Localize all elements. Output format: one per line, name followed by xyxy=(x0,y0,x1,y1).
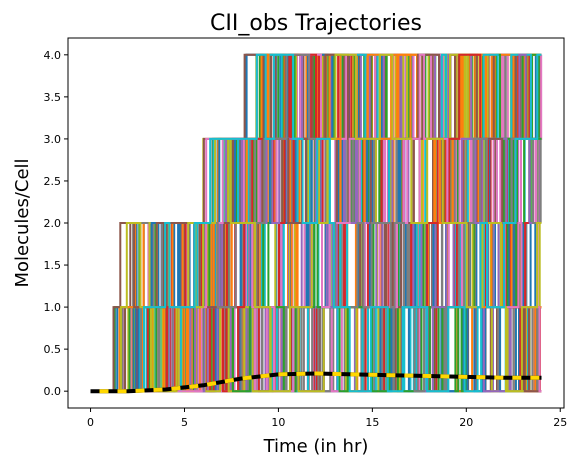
y-tick-label: 1.5 xyxy=(44,259,62,272)
y-tick-label: 0.0 xyxy=(44,385,62,398)
y-axis: 0.0 0.5 1.0 1.5 2.0 2.5 3.0 3.5 4.0 xyxy=(44,49,68,398)
trajectory-line xyxy=(90,53,542,393)
trajectory-line xyxy=(90,53,542,393)
y-tick-label: 3.0 xyxy=(44,133,62,146)
y-tick-label: 3.5 xyxy=(44,91,62,104)
x-tick-label: 15 xyxy=(365,416,379,429)
x-tick-label: 25 xyxy=(553,416,567,429)
x-axis-label: Time (in hr) xyxy=(263,436,369,457)
x-tick-label: 10 xyxy=(271,416,285,429)
plot-area xyxy=(67,37,565,409)
y-axis-label: Molecules/Cell xyxy=(12,158,33,287)
y-tick-label: 2.5 xyxy=(44,175,62,188)
mean-line-dashes xyxy=(90,371,542,394)
y-tick-label: 2.0 xyxy=(44,217,62,230)
x-tick-label: 0 xyxy=(87,416,94,429)
mean-layer xyxy=(90,371,542,394)
x-tick-label: 5 xyxy=(181,416,188,429)
x-tick-label: 20 xyxy=(459,416,473,429)
chart-title: CII_obs Trajectories xyxy=(210,11,422,36)
x-axis: 0 5 10 15 20 25 xyxy=(87,408,567,429)
y-tick-label: 0.5 xyxy=(44,343,62,356)
trajectory-layer xyxy=(90,53,543,393)
y-tick-label: 4.0 xyxy=(44,49,62,62)
y-tick-label: 1.0 xyxy=(44,301,62,314)
